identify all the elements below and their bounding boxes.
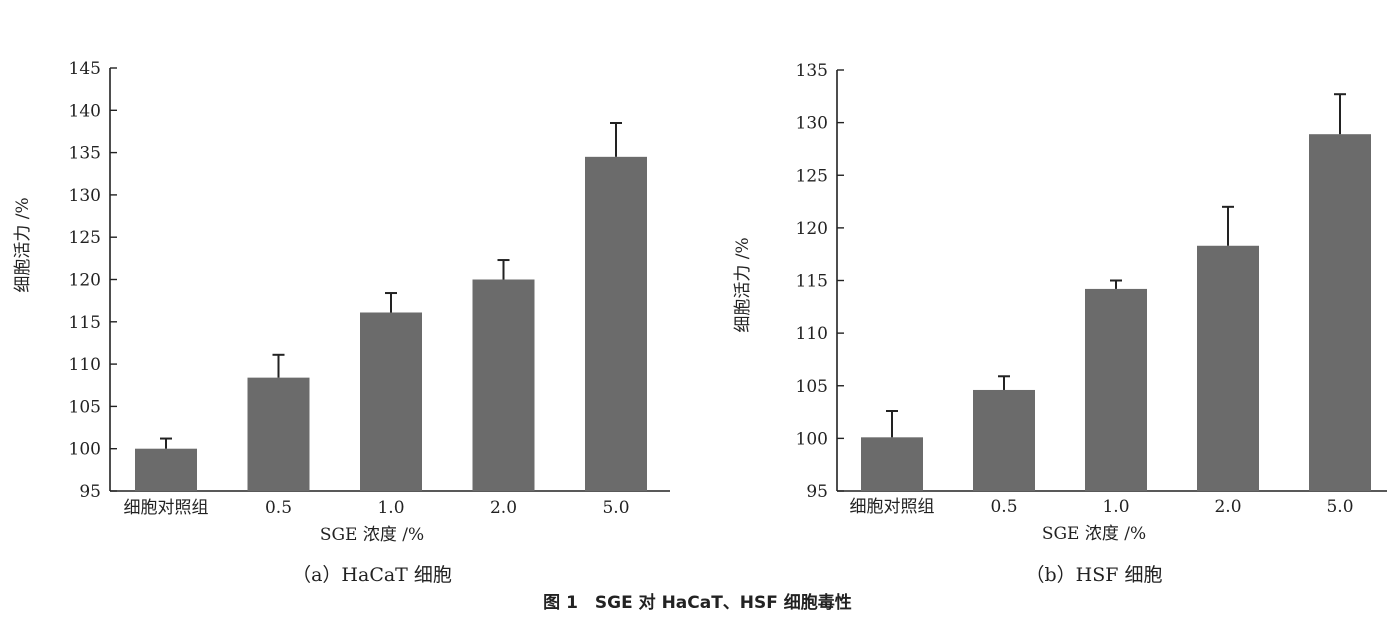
figure-caption: 图 1 SGE 对 HaCaT、HSF 细胞毒性 bbox=[543, 593, 852, 613]
bar bbox=[585, 156, 647, 491]
y-tick-label: 125 bbox=[69, 228, 101, 248]
y-tick-label: 140 bbox=[69, 101, 101, 121]
y-tick-label: 100 bbox=[796, 429, 828, 449]
bar bbox=[861, 437, 923, 491]
panel-caption: （a）HaCaT 细胞 bbox=[292, 564, 452, 586]
y-tick-label: 120 bbox=[796, 219, 828, 239]
chart-panel-b: 95 100 105 110 115 120 125 130 135 细胞对照组 0.5 1.0 2.0… bbox=[733, 61, 1387, 586]
chart-panel-a: 95 100 105 110 115 120 125 130 135 140 145 细胞对照组 0.5… bbox=[13, 59, 670, 586]
y-axis-title: 细胞活力 /% bbox=[733, 237, 753, 332]
x-tick-label: 0.5 bbox=[265, 498, 292, 518]
bar bbox=[360, 312, 422, 491]
y-tick-label: 100 bbox=[69, 440, 101, 460]
y-tick-label: 135 bbox=[796, 61, 828, 81]
y-tick-label: 115 bbox=[796, 272, 828, 292]
y-tick-label: 110 bbox=[796, 324, 828, 344]
y-tick-label: 105 bbox=[796, 377, 828, 397]
x-tick-label: 1.0 bbox=[377, 498, 404, 518]
x-tick-label: 2.0 bbox=[1214, 497, 1241, 517]
bar bbox=[135, 448, 197, 491]
x-tick-label: 2.0 bbox=[490, 498, 517, 518]
y-tick-label: 130 bbox=[796, 114, 828, 134]
x-tick-label: 5.0 bbox=[602, 498, 629, 518]
y-axis-title: 细胞活力 /% bbox=[13, 197, 33, 292]
bar bbox=[1309, 134, 1371, 491]
y-tick-label: 135 bbox=[69, 144, 101, 164]
x-axis-title: SGE 浓度 /% bbox=[1042, 524, 1146, 544]
x-tick-label: 细胞对照组 bbox=[850, 497, 935, 517]
y-tick-label: 110 bbox=[69, 355, 101, 375]
y-tick-label: 95 bbox=[79, 482, 101, 502]
y-tick-label: 145 bbox=[69, 59, 101, 79]
x-tick-label: 5.0 bbox=[1326, 497, 1353, 517]
y-tick-label: 120 bbox=[69, 271, 101, 291]
x-axis-title: SGE 浓度 /% bbox=[320, 525, 424, 545]
bar bbox=[247, 377, 310, 491]
bar bbox=[472, 279, 535, 491]
panel-caption: （b）HSF 细胞 bbox=[1026, 564, 1163, 586]
y-tick-label: 105 bbox=[69, 397, 101, 417]
y-tick-label: 115 bbox=[69, 313, 101, 333]
y-tick-label: 130 bbox=[69, 186, 101, 206]
x-tick-label: 细胞对照组 bbox=[124, 498, 209, 518]
y-tick-label: 125 bbox=[796, 166, 828, 186]
bar bbox=[973, 389, 1035, 491]
bar bbox=[1085, 288, 1147, 491]
y-tick-label: 95 bbox=[806, 482, 828, 502]
bar bbox=[1197, 245, 1259, 491]
x-tick-label: 0.5 bbox=[990, 497, 1017, 517]
x-tick-label: 1.0 bbox=[1102, 497, 1129, 517]
